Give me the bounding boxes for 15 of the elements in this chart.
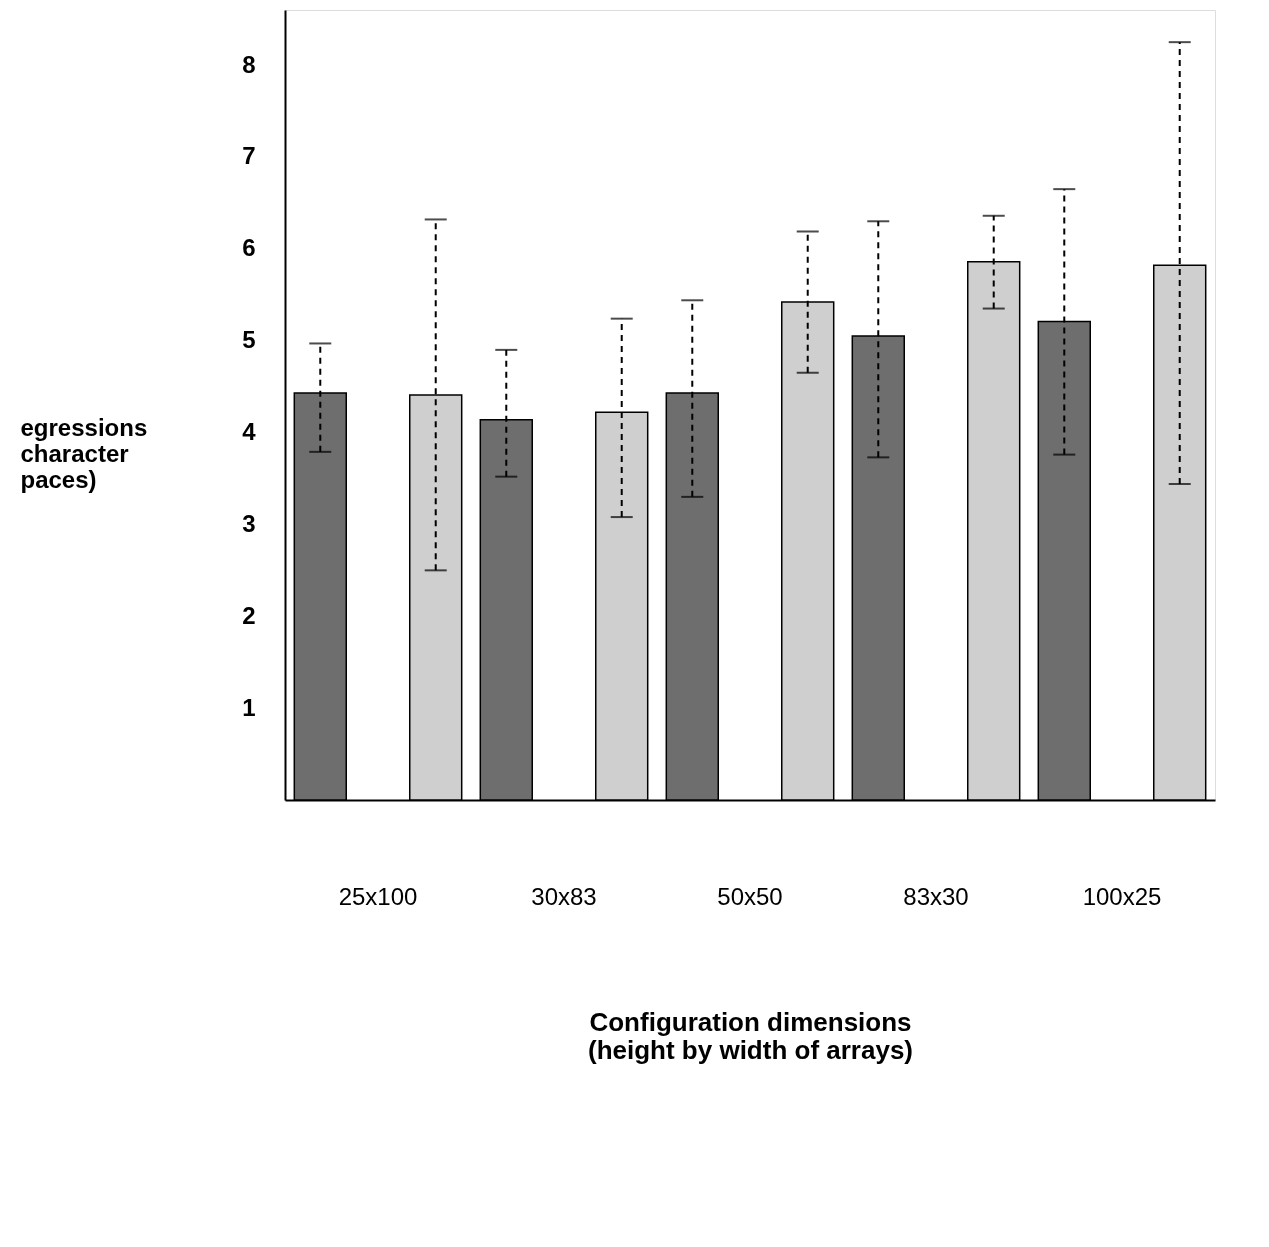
x-tick-label: 100x25 — [1082, 882, 1162, 910]
y-axis-title: egressions character paces) — [20, 413, 148, 493]
y-tick-label: 2 — [242, 601, 256, 629]
x-axis-title: Configuration dimensions (height by width of arrays) — [587, 1006, 914, 1065]
x-tick-label: 30x83 — [531, 882, 597, 910]
x-tick-label: 25x100 — [338, 882, 418, 910]
y-tick-label: 3 — [242, 509, 256, 537]
x-tick-label: 50x50 — [717, 882, 783, 910]
y-tick-label: 5 — [242, 326, 256, 354]
y-tick-label: 4 — [242, 418, 257, 446]
y-tick-label: 6 — [242, 234, 256, 262]
x-tick-label: 83x30 — [903, 882, 969, 910]
y-tick-label: 7 — [242, 142, 256, 170]
y-tick-label: 8 — [242, 50, 256, 78]
y-tick-label: 1 — [242, 693, 256, 721]
